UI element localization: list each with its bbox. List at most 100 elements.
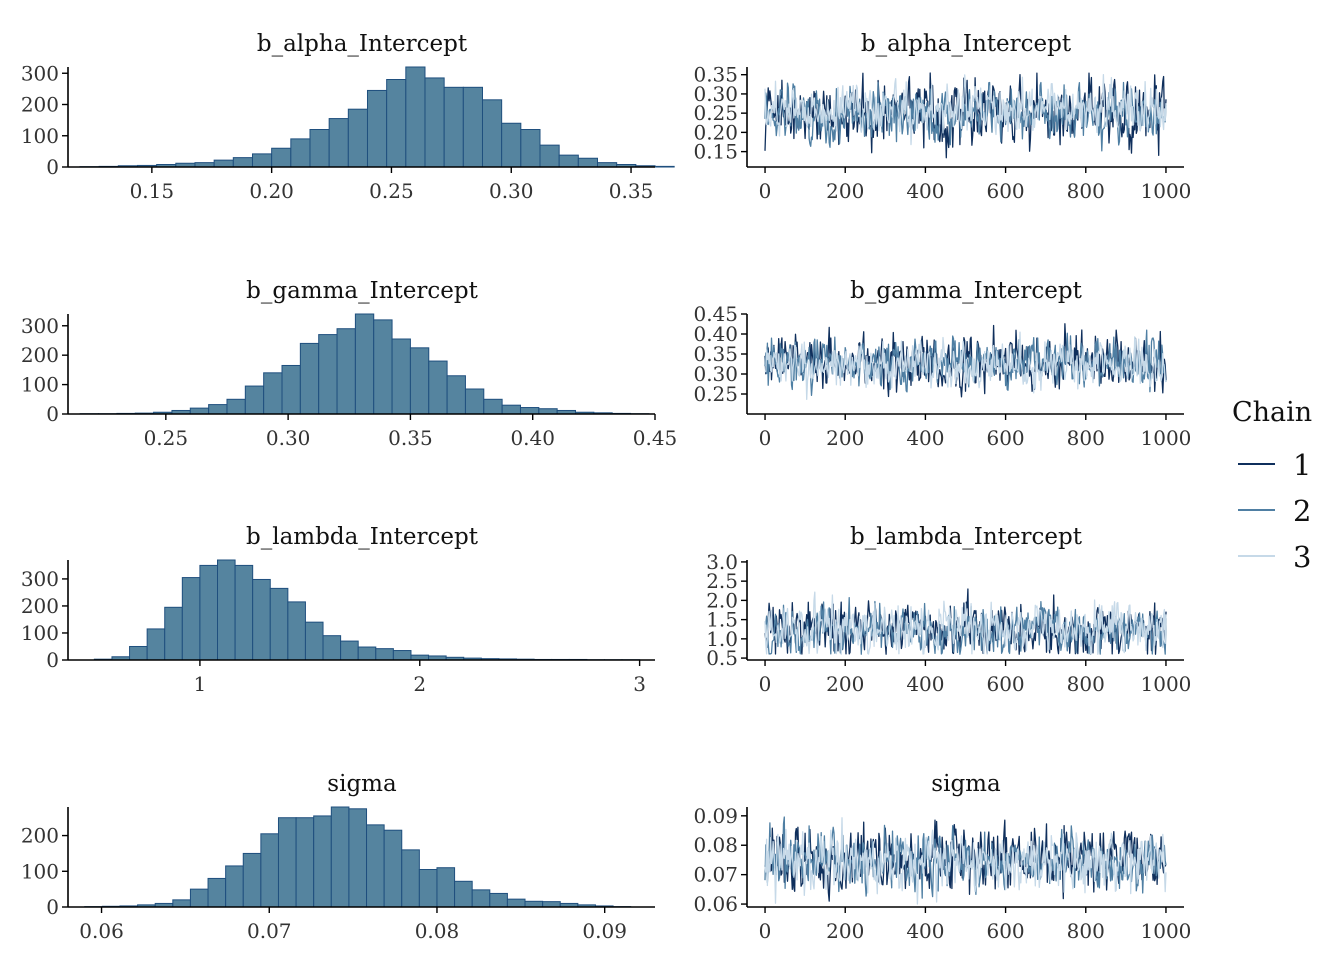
histogram-bar	[208, 404, 228, 415]
histogram-bar	[366, 89, 388, 168]
x-tick-label: 0.25	[369, 179, 414, 203]
histogram-bar	[181, 577, 201, 661]
histogram-bars	[93, 559, 641, 661]
y-tick-label: 0.15	[693, 140, 738, 164]
histogram-bar	[226, 398, 246, 415]
histogram-bar	[340, 640, 359, 661]
x-tick-label: 600	[986, 919, 1024, 943]
histogram-bar	[189, 888, 209, 908]
panel-title: b_gamma_Intercept	[246, 278, 478, 304]
histogram-bar	[252, 578, 271, 661]
x-tick-label: 200	[826, 426, 864, 450]
y-tick-label: 2.5	[706, 569, 738, 593]
histogram-bar	[304, 621, 324, 661]
panel-title: sigma	[327, 771, 397, 797]
histogram-bar	[386, 79, 407, 168]
x-tick-label: 0	[759, 919, 772, 943]
histogram-bar	[232, 157, 253, 168]
histogram-bar	[213, 159, 234, 168]
histogram-bar	[234, 564, 254, 661]
histogram-bar	[318, 334, 338, 415]
histogram-bar	[446, 375, 466, 415]
y-tick-label: 300	[21, 567, 59, 591]
histogram-bar	[501, 122, 522, 168]
axes: 0.06 0.07 0.08 0.09 0 100 200	[21, 807, 655, 943]
trace-lines	[764, 323, 1167, 401]
histogram-bar	[471, 889, 491, 908]
histogram-bar	[146, 628, 166, 661]
histogram-bar	[483, 398, 503, 415]
y-tick-label: 0.30	[693, 82, 738, 106]
y-tick-label: 300	[21, 314, 59, 338]
panel-title: sigma	[931, 771, 1001, 797]
histogram-bar	[443, 86, 464, 168]
histogram-bar	[464, 388, 485, 415]
y-tick-label: 0.20	[693, 120, 738, 144]
y-tick-label: 0.35	[693, 63, 738, 87]
panel-title: b_gamma_Intercept	[850, 278, 1082, 304]
y-tick-label: 0	[46, 402, 59, 426]
histogram-bar	[287, 601, 306, 661]
histogram-bar	[520, 129, 541, 168]
histogram-bar	[225, 865, 244, 908]
trace-lines	[764, 588, 1167, 655]
histogram-bar	[454, 880, 473, 908]
histogram-bar	[519, 407, 540, 415]
x-tick-label: 0.45	[633, 426, 678, 450]
trace-lines	[764, 816, 1167, 905]
y-tick-label: 0	[46, 648, 59, 672]
histogram-bar	[401, 849, 420, 908]
histogram-bar	[375, 648, 394, 661]
x-tick-label: 0.20	[249, 179, 294, 203]
histogram-bar	[409, 347, 430, 415]
histogram-bar	[654, 165, 675, 168]
histogram-bar	[281, 364, 301, 415]
panel-7: sigma 0.06 0.07 0.08 0.09 0 100 200	[21, 771, 655, 943]
panel-title: b_alpha_Intercept	[861, 31, 1072, 57]
x-tick-label: 1000	[1141, 919, 1192, 943]
axes: 0 200 400 600 800 1000 0.51.01.52.02.53.0	[706, 550, 1191, 696]
histogram-bar	[322, 635, 342, 661]
x-tick-label: 1000	[1141, 179, 1192, 203]
y-tick-label: 0.07	[693, 863, 738, 887]
panel-3: b_gamma_Intercept 0.25 0.30 0.35 0.40 0.45 0 10…	[21, 278, 677, 450]
histogram-bar	[189, 407, 210, 415]
legend-label-2: 2	[1293, 494, 1311, 528]
histogram-bar	[199, 564, 219, 661]
panel-1: b_alpha_Intercept 0.15 0.20 0.25 0.30 0.35 0 10…	[21, 31, 675, 203]
x-tick-label: 400	[906, 179, 944, 203]
histogram-bar	[242, 852, 262, 908]
histogram-bar	[489, 892, 508, 908]
panel-title: b_lambda_Intercept	[246, 524, 479, 550]
histogram-bar	[164, 606, 183, 661]
y-tick-label: 200	[21, 93, 59, 117]
histogram-bar	[290, 138, 311, 168]
x-tick-label: 200	[826, 672, 864, 696]
x-tick-label: 400	[906, 426, 944, 450]
histogram-bars	[79, 66, 675, 168]
histogram-bar	[313, 815, 332, 908]
axes: 0.25 0.30 0.35 0.40 0.45 0 100 200 300	[21, 314, 677, 450]
x-tick-label: 800	[1067, 179, 1105, 203]
histogram-bar	[542, 901, 561, 908]
x-tick-label: 0.09	[582, 919, 627, 943]
histogram-bar	[524, 900, 544, 908]
histogram-bar	[299, 342, 320, 415]
histogram-bar	[391, 338, 411, 415]
panel-title: b_lambda_Intercept	[850, 524, 1083, 550]
y-tick-label: 0.25	[693, 382, 738, 406]
x-tick-label: 400	[906, 672, 944, 696]
y-tick-label: 0.35	[693, 342, 738, 366]
y-tick-label: 200	[21, 594, 59, 618]
x-tick-label: 0.15	[130, 179, 175, 203]
trace-chain-3	[764, 331, 1167, 401]
histogram-bar	[328, 118, 349, 168]
histogram-bar	[428, 360, 448, 415]
histogram-bar	[295, 817, 315, 908]
trace-chain-2	[764, 329, 1167, 396]
histogram-bar	[348, 808, 368, 908]
